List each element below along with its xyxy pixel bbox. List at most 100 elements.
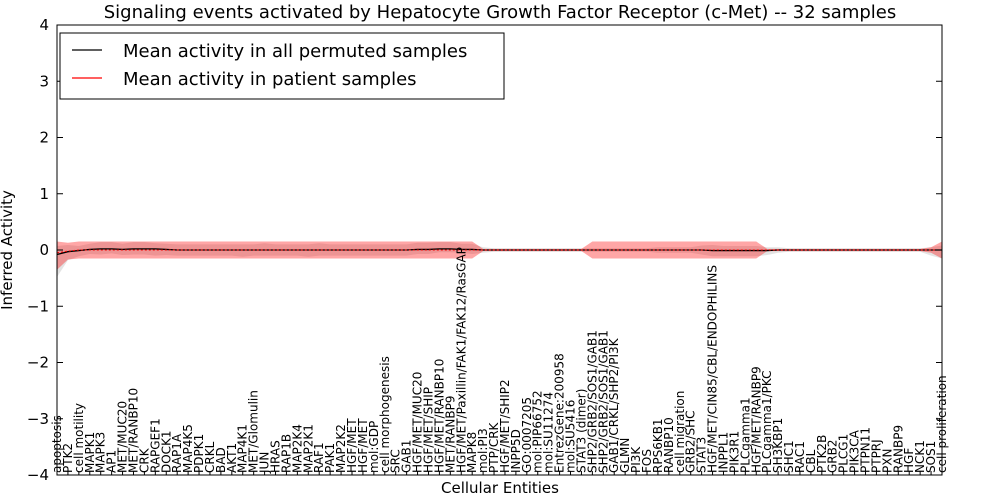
x-category-label: AP1 [105, 450, 119, 473]
x-category-label: MAPK1 [83, 432, 97, 473]
x-category-label: SOS1 [924, 441, 938, 473]
x-category-label: RANBP10 [662, 417, 676, 473]
x-category-label: HGF/MET [356, 418, 370, 473]
x-category-label: INPP5D [509, 429, 523, 473]
legend: Mean activity in all permuted samples Me… [59, 32, 505, 100]
x-category-label: mol:PI3 [476, 428, 490, 473]
x-category-label: JUN [258, 452, 272, 474]
x-category-label: CRK [137, 447, 151, 473]
y-axis-label: Inferred Activity [0, 190, 16, 310]
x-category-label: CBL [804, 449, 818, 473]
y-axis: 4 3 2 1 0 −1 −2 −3 −4 [27, 16, 942, 484]
x-category-label: EntrezGene:200958 [553, 353, 567, 473]
y-tick-label: 3 [39, 72, 49, 90]
x-category-label: mol:PIP66752 [531, 390, 545, 473]
x-category-label: PTK2B [815, 435, 829, 473]
x-category-label: PXN [880, 449, 894, 473]
x-category-label: MAP2K4 [290, 424, 304, 473]
x-category-label: GAB1/CRKL/SHP2/PI3K [607, 337, 621, 473]
patient-band [57, 241, 942, 270]
x-category-label: RAPGEF1 [148, 418, 162, 473]
x-category-label: RAP1A [170, 433, 184, 473]
x-category-label: PLCgamma1 [738, 397, 752, 473]
patient-mean-line [56, 249, 942, 254]
x-category-label: HGF/MET [345, 418, 359, 473]
x-category-label: PTP/CRK [487, 421, 501, 473]
x-category-label: SHP2/GRB2/SOS1/GAB1 [596, 330, 610, 473]
x-category-label: HGF/MET/Paxillin/FAK1/FAK12/RasGAP [454, 247, 468, 473]
x-category-label: MET/RANBP10 [126, 388, 140, 473]
x-category-label: GLMN [618, 438, 632, 473]
x-category-label: GRB2 [826, 439, 840, 473]
x-category-label: AKT1 [225, 443, 239, 473]
plot-area [56, 241, 942, 277]
x-category-label: MET/MUC20 [116, 401, 130, 473]
x-category-label: GAB1 [400, 440, 414, 473]
x-category-label: mol:SU11274 [542, 392, 556, 473]
x-category-label: mol:GDP [367, 421, 381, 473]
x-category-label: HGF/MET/CIN85/CBL/ENDOPHILINS [706, 265, 720, 473]
x-category-label: RANBP9 [891, 425, 905, 473]
y-tick-label: 4 [39, 16, 49, 34]
y-tick-label: 0 [39, 241, 49, 259]
x-category-label: MAP4K1 [236, 424, 250, 473]
x-category-label: MET/Glomulin [247, 390, 261, 473]
x-category-label: HGF/MET/SHIP [421, 387, 435, 473]
x-category-label: PAK1 [323, 443, 337, 473]
x-category-label: PTK2 [61, 443, 75, 473]
legend-box [59, 32, 505, 100]
x-category-label: PTPRJ [869, 439, 883, 473]
legend-label-permuted: Mean activity in all permuted samples [123, 41, 467, 62]
x-category-label: GO:0007205 [520, 397, 534, 473]
y-tick-label: −1 [27, 297, 49, 315]
x-category-label: cell motility [72, 403, 86, 473]
x-category-label: SRC [389, 449, 403, 473]
x-category-label: BAD [214, 447, 228, 473]
x-category-label: SHC1 [782, 440, 796, 473]
x-category-label: RAF1 [312, 442, 326, 473]
plot-frame [56, 24, 943, 476]
x-category-label: MAP4K5 [181, 424, 195, 473]
x-category-label: PLCG1 [837, 434, 851, 473]
y-tick-label: −3 [27, 410, 49, 428]
x-category-label: MAPK8 [465, 432, 479, 473]
x-category-label: SHP2/GRB2/SOS1/GAB1 [585, 330, 599, 473]
y-tick-label: −4 [27, 466, 49, 484]
x-category-label: cell migration [673, 391, 687, 473]
x-category-label: RAC1 [793, 441, 807, 473]
x-category-label: MAP2K1 [301, 424, 315, 473]
x-category-label: FOS [640, 449, 654, 473]
x-axis-label: Cellular Entities [441, 479, 559, 497]
y-tick-label: 2 [39, 129, 49, 147]
x-category-label: SH3KBP1 [771, 418, 785, 473]
x-category-label: INPPL1 [716, 432, 730, 473]
x-category-label: mol:SU5416 [564, 400, 578, 473]
x-category-label: NCK1 [913, 440, 927, 473]
x-category-label: PI3K [629, 446, 643, 473]
x-category-label: PLCgamma1/PKC [760, 370, 774, 473]
x-category-label: PTPN11 [859, 427, 873, 473]
x-category-label: GRB2/SHC [684, 410, 698, 473]
x-category-label: HGF/MET/SHIP2 [498, 379, 512, 473]
x-category-label: DOCK1 [159, 430, 173, 473]
x-category-label: PIK3CA [848, 429, 862, 473]
x-category-label: CRKL [203, 441, 217, 473]
y-tick-label: 1 [39, 185, 49, 203]
y-tick-label: −2 [27, 354, 49, 372]
x-category-label: HGF/MET/MUC20 [411, 372, 425, 473]
x-category-label: PDPK1 [192, 434, 206, 473]
x-category-label: HRAS [269, 440, 283, 473]
legend-label-patient: Mean activity in patient samples [123, 69, 417, 90]
x-category-label: HGF/MET/RANBP10 [432, 359, 446, 473]
x-category-label: MAP2K2 [334, 424, 348, 473]
x-category-label: RPS6KB1 [651, 418, 665, 473]
x-category-label: RAP1B [279, 434, 293, 473]
x-category-label: HGF [902, 448, 916, 473]
x-category-label: cell morphogenesis [378, 356, 392, 473]
x-category-label: MAPK3 [94, 432, 108, 473]
x-category-label: STAT3 (dimer) [574, 389, 588, 473]
chart-title: Signaling events activated by Hepatocyte… [104, 2, 897, 23]
x-category-label: PIK3R1 [727, 431, 741, 473]
